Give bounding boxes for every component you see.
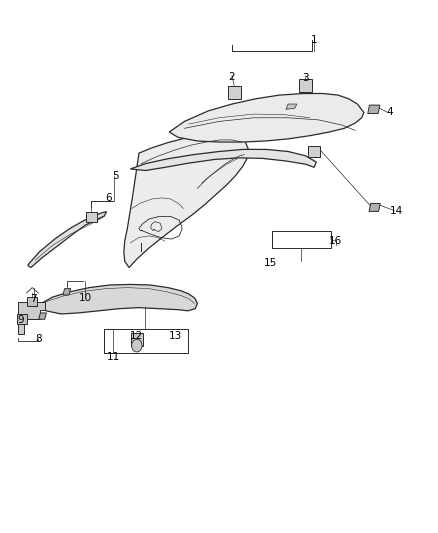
Text: 1: 1 [311,35,318,45]
Polygon shape [18,314,27,324]
Text: 8: 8 [35,334,42,344]
Text: 4: 4 [386,108,393,117]
Polygon shape [369,204,380,212]
Polygon shape [28,212,106,268]
Text: 5: 5 [112,171,119,181]
Polygon shape [169,93,364,142]
Text: 13: 13 [169,331,182,341]
Text: 11: 11 [106,352,120,362]
Polygon shape [63,289,71,295]
Text: 14: 14 [390,206,403,215]
Text: 12: 12 [130,331,144,341]
Text: 15: 15 [264,259,278,268]
Text: 7: 7 [31,294,37,304]
Text: 9: 9 [18,316,24,325]
Polygon shape [131,333,143,345]
Polygon shape [28,296,37,306]
Text: 3: 3 [302,72,309,83]
Polygon shape [124,134,248,268]
Polygon shape [86,212,97,222]
Text: 2: 2 [229,71,235,82]
Text: 6: 6 [106,193,112,203]
Polygon shape [286,104,297,109]
Polygon shape [308,146,320,157]
Polygon shape [39,285,198,314]
Polygon shape [39,313,46,319]
Text: 16: 16 [329,236,343,246]
Polygon shape [368,105,380,114]
Polygon shape [299,79,312,92]
Text: 10: 10 [78,293,92,303]
Circle shape [132,340,142,352]
Polygon shape [18,302,45,334]
Polygon shape [228,86,240,99]
Polygon shape [131,149,316,171]
